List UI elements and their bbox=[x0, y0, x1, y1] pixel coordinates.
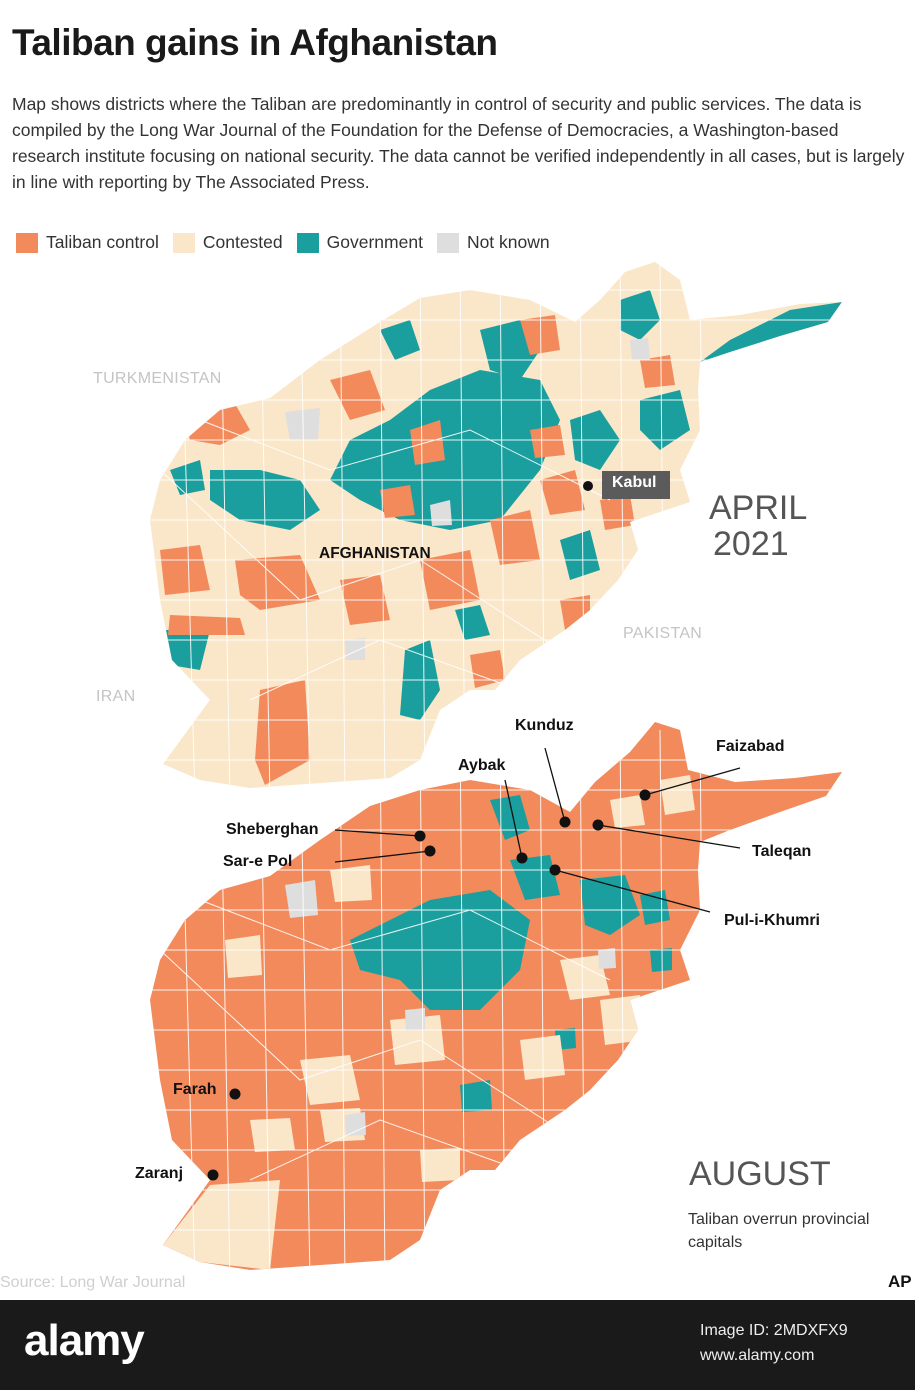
city-taleqan: Taleqan bbox=[752, 843, 812, 860]
iran-label: IRAN bbox=[96, 688, 136, 705]
afghanistan-label: AFGHANISTAN bbox=[319, 545, 431, 562]
legend-swatch-contested bbox=[172, 232, 195, 253]
legend-label-not-known: Not known bbox=[466, 232, 550, 252]
zaranj-dot bbox=[207, 1169, 219, 1181]
legend-item-not-known: Not known bbox=[436, 232, 550, 253]
sarepol-dot bbox=[424, 845, 436, 857]
legend: Taliban control Contested Government Not… bbox=[16, 232, 564, 253]
legend-swatch-not-known bbox=[436, 232, 459, 253]
legend-swatch-government bbox=[296, 232, 319, 253]
watermark-url: www.alamy.com bbox=[700, 1347, 815, 1364]
april-date-year: 2021 bbox=[713, 525, 789, 563]
maps-svg bbox=[150, 262, 842, 1270]
sheberghan-dot bbox=[414, 830, 426, 842]
city-kunduz: Kunduz bbox=[515, 717, 574, 734]
city-zaranj: Zaranj bbox=[135, 1165, 184, 1182]
aybak-dot bbox=[516, 852, 528, 864]
city-farah: Farah bbox=[173, 1081, 217, 1098]
ap-logo: AP bbox=[888, 1272, 912, 1291]
august-date: AUGUST bbox=[689, 1155, 831, 1193]
legend-label-taliban: Taliban control bbox=[46, 232, 159, 252]
watermark-footer bbox=[0, 1300, 915, 1390]
kabul-dot bbox=[583, 481, 593, 491]
description: Map shows districts where the Taliban ar… bbox=[12, 94, 905, 192]
legend-item-contested: Contested bbox=[172, 232, 283, 253]
pulikhumri-dot bbox=[549, 864, 561, 876]
kunduz-dot bbox=[559, 816, 571, 828]
farah-dot bbox=[229, 1088, 241, 1100]
kabul-label: Kabul bbox=[612, 474, 657, 491]
city-sarepol: Sar-e Pol bbox=[223, 853, 293, 870]
pakistan-label: PAKISTAN bbox=[623, 625, 703, 642]
august-subtitle: Taliban overrun provincial capitals bbox=[688, 1211, 870, 1251]
city-faizabad: Faizabad bbox=[716, 738, 785, 755]
taleqan-dot bbox=[592, 819, 604, 831]
legend-label-government: Government bbox=[326, 232, 423, 252]
page-title: Taliban gains in Afghanistan bbox=[12, 22, 498, 63]
city-pulikhumri: Pul-i-Khumri bbox=[724, 912, 820, 929]
kabul-label-box bbox=[602, 471, 670, 499]
legend-item-government: Government bbox=[296, 232, 423, 253]
city-sheberghan: Sheberghan bbox=[226, 821, 319, 838]
legend-swatch-taliban bbox=[16, 232, 38, 253]
map-august bbox=[150, 722, 842, 1270]
source-credit: Source: Long War Journal bbox=[0, 1274, 186, 1291]
watermark-image-id: Image ID: 2MDXFX9 bbox=[700, 1322, 848, 1339]
april-date-month: APRIL bbox=[709, 489, 808, 527]
city-aybak: Aybak bbox=[458, 757, 506, 774]
watermark-brand: alamy bbox=[24, 1316, 145, 1365]
faizabad-dot bbox=[639, 789, 651, 801]
turkmenistan-label: TURKMENISTAN bbox=[93, 370, 222, 387]
legend-label-contested: Contested bbox=[202, 232, 283, 252]
legend-item-taliban: Taliban control bbox=[16, 232, 159, 253]
